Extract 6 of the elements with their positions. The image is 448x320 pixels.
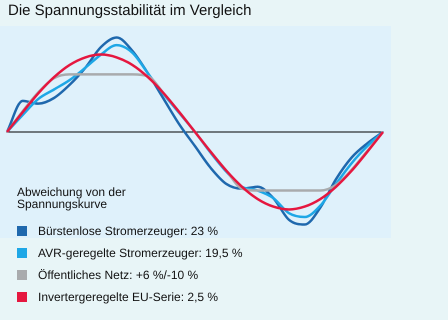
legend-label: AVR-geregelte Stromerzeuger: 19,5 % [38, 246, 243, 260]
legend-label: Öffentliches Netz: +6 %/-10 % [38, 268, 198, 282]
legend-title: Abweichung von der Spannungskurve [17, 185, 127, 211]
chart-title: Die Spannungsstabilität im Vergleich [8, 2, 252, 19]
legend-label: Bürstenlose Stromerzeuger: 23 % [38, 224, 218, 238]
legend-label: Invertergeregelte EU-Serie: 2,5 % [38, 290, 218, 304]
